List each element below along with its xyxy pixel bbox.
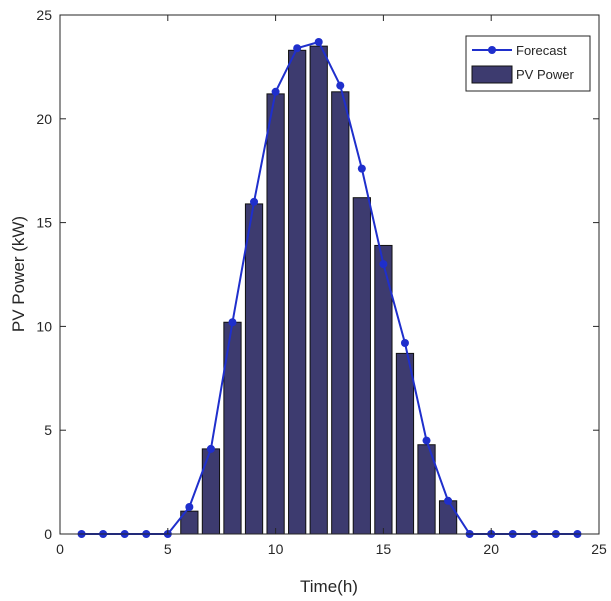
plot-frame xyxy=(59,14,600,535)
forecast-point xyxy=(357,164,366,173)
plot-area xyxy=(60,15,599,534)
x-tick-label: 20 xyxy=(483,541,499,557)
forecast-point xyxy=(250,197,259,206)
pv-power-bar xyxy=(266,93,285,535)
forecast-point xyxy=(206,444,215,453)
x-axis-title: Time(h) xyxy=(300,577,358,596)
x-tick-label: 25 xyxy=(591,541,607,557)
legend-pv-power-label: PV Power xyxy=(516,67,574,82)
x-tick-label: 0 xyxy=(56,541,64,557)
pv-power-bar xyxy=(395,352,415,535)
forecast-point xyxy=(379,260,388,269)
legend-forecast-label: Forecast xyxy=(516,43,567,58)
pv-power-bar xyxy=(438,500,458,535)
legend-box xyxy=(465,35,591,92)
pv-power-bar xyxy=(352,197,371,535)
bars-layer xyxy=(180,45,458,535)
y-tick-label: 10 xyxy=(36,318,52,334)
pv-power-bar xyxy=(288,49,307,535)
forecast-point xyxy=(271,87,280,96)
y-tick-label: 0 xyxy=(44,526,52,542)
y-axis-title: PV Power (kW) xyxy=(9,216,28,332)
forecast-point xyxy=(293,44,302,53)
forecast-point xyxy=(336,81,345,90)
y-tick-label: 5 xyxy=(44,422,52,438)
x-tick-label: 5 xyxy=(164,541,172,557)
forecast-point xyxy=(422,436,431,445)
forecast-point xyxy=(314,37,323,46)
pv-power-bar xyxy=(244,203,264,535)
pv-power-bar xyxy=(331,91,350,535)
y-tick-label: 20 xyxy=(36,111,52,127)
ticks-layer: 0 5 10 15 20 25 0 5 10 15 20 25 xyxy=(36,7,607,557)
pv-power-bar xyxy=(201,448,221,535)
forecast-point xyxy=(444,496,453,505)
y-tick-label: 25 xyxy=(36,7,52,23)
pv-power-bar xyxy=(309,45,328,535)
forecast-point xyxy=(400,339,409,348)
legend-forecast-marker xyxy=(488,46,496,54)
x-tick-label: 15 xyxy=(376,541,392,557)
legend-pv-power-swatch xyxy=(471,65,513,84)
forecast-point xyxy=(228,318,237,327)
y-tick-label: 15 xyxy=(36,215,52,231)
forecast-point xyxy=(185,503,194,512)
x-tick-label: 10 xyxy=(268,541,284,557)
legend: Forecast PV Power xyxy=(465,35,591,92)
